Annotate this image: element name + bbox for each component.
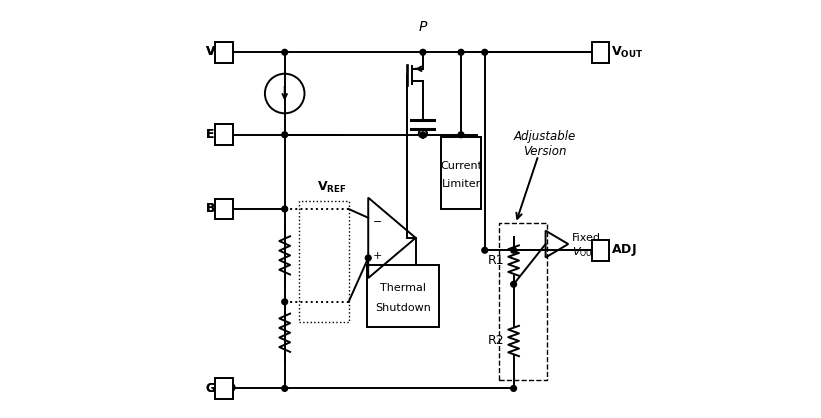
- FancyBboxPatch shape: [215, 42, 232, 63]
- Text: Current: Current: [440, 161, 482, 171]
- Text: $\mathbf{V_{REF}}$: $\mathbf{V_{REF}}$: [317, 179, 346, 194]
- Text: P: P: [419, 20, 427, 34]
- Text: $\mathbf{V_{OUT}}$: $\mathbf{V_{OUT}}$: [611, 45, 643, 60]
- Text: Shutdown: Shutdown: [375, 303, 431, 313]
- FancyBboxPatch shape: [367, 265, 439, 326]
- Circle shape: [282, 132, 287, 138]
- Text: $\mathbf{BP}$: $\mathbf{BP}$: [204, 202, 225, 216]
- FancyBboxPatch shape: [215, 125, 232, 145]
- Text: $\bf{V}$$_{\mathbf{IN}}$: $\bf{V}$$_{\mathbf{IN}}$: [205, 45, 226, 60]
- Circle shape: [282, 299, 287, 305]
- Circle shape: [511, 281, 516, 287]
- Circle shape: [365, 255, 371, 261]
- Text: $\bf{EN}$: $\bf{EN}$: [205, 128, 224, 141]
- Circle shape: [282, 206, 287, 212]
- FancyBboxPatch shape: [592, 240, 609, 260]
- Text: Fixed: Fixed: [571, 233, 600, 243]
- Text: Thermal: Thermal: [380, 283, 426, 293]
- Text: Adjustable: Adjustable: [513, 130, 576, 143]
- Circle shape: [458, 49, 464, 55]
- Circle shape: [282, 385, 287, 391]
- FancyBboxPatch shape: [442, 137, 480, 209]
- Circle shape: [420, 132, 426, 138]
- Circle shape: [511, 247, 516, 253]
- Text: $\mathbf{ADJ}$: $\mathbf{ADJ}$: [611, 242, 636, 258]
- Circle shape: [282, 49, 287, 55]
- FancyBboxPatch shape: [592, 42, 609, 63]
- Circle shape: [420, 49, 426, 55]
- Circle shape: [458, 132, 464, 138]
- Text: $\mathbf{EN}$: $\mathbf{EN}$: [204, 128, 224, 141]
- Text: $\bf{BP}$: $\bf{BP}$: [205, 202, 224, 216]
- Text: $\mathbf{GND}$: $\mathbf{GND}$: [204, 382, 237, 395]
- Text: $+$: $+$: [372, 250, 382, 261]
- FancyBboxPatch shape: [215, 378, 232, 399]
- Text: $-$: $-$: [372, 215, 382, 225]
- Circle shape: [482, 247, 488, 253]
- Text: $\mathbf{V_{IN}}$: $\mathbf{V_{IN}}$: [204, 45, 227, 60]
- FancyBboxPatch shape: [215, 199, 232, 219]
- Text: $V_{\rm OUT}$: $V_{\rm OUT}$: [571, 245, 598, 259]
- Text: Limiter: Limiter: [442, 179, 480, 189]
- Text: R2: R2: [488, 334, 505, 347]
- Text: Version: Version: [523, 145, 566, 158]
- Text: R1: R1: [488, 254, 505, 267]
- Text: $\bf{GND}$: $\bf{GND}$: [205, 382, 236, 395]
- Circle shape: [511, 385, 516, 391]
- Circle shape: [482, 49, 488, 55]
